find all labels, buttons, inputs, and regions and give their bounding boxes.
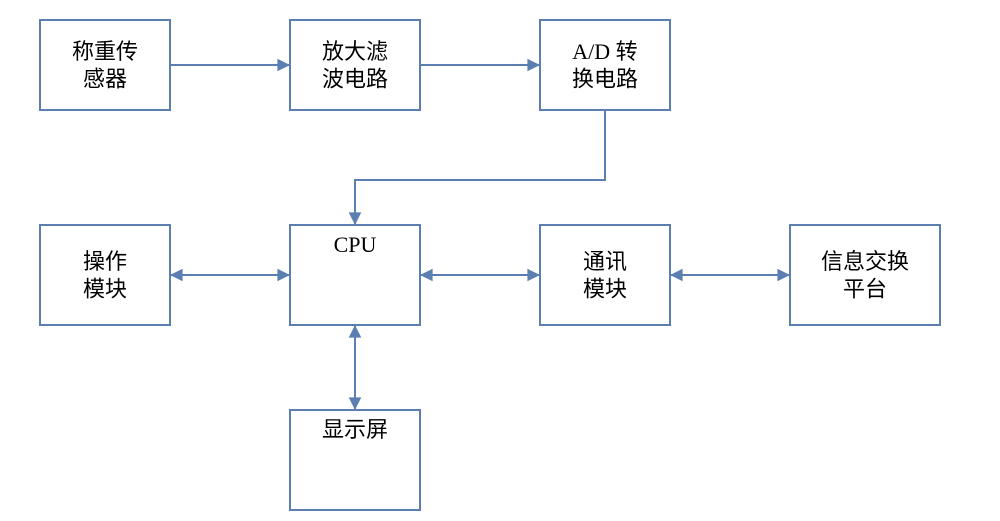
- arrowhead: [420, 269, 433, 282]
- node-box: [540, 225, 670, 325]
- arrowhead: [349, 325, 362, 338]
- edges-layer: [170, 65, 790, 410]
- nodes-layer: 称重传感器 放大滤波电路 A/D 转换电路操作模块 CPU 通讯模块 信息交换平台显示屏: [40, 20, 940, 510]
- node-label-line: 换电路: [572, 67, 638, 92]
- node-label-line: 模块: [583, 277, 627, 302]
- node-box: [40, 225, 170, 325]
- node-amp: 放大滤波电路: [290, 20, 420, 110]
- node-box: [790, 225, 940, 325]
- arrowhead: [527, 59, 540, 72]
- node-display: 显示屏: [290, 410, 420, 510]
- node-label-line: A/D 转: [572, 39, 637, 64]
- node-label-line: 模块: [83, 277, 127, 302]
- node-label-line: 波电路: [322, 67, 388, 92]
- node-label-line: 称重传: [72, 39, 138, 64]
- node-label-line: 操作: [83, 249, 127, 274]
- node-sensor: 称重传感器: [40, 20, 170, 110]
- node-label-line: 平台: [843, 277, 887, 302]
- node-label-line: 感器: [83, 67, 127, 92]
- node-box: [290, 20, 420, 110]
- node-label-line: 放大滤: [322, 39, 388, 64]
- node-label-line: 信息交换: [821, 249, 909, 274]
- node-opmod: 操作模块: [40, 225, 170, 325]
- arrowhead: [277, 269, 290, 282]
- node-label: CPU: [334, 232, 377, 257]
- arrowhead: [670, 269, 683, 282]
- arrowhead: [349, 212, 362, 225]
- arrowhead: [277, 59, 290, 72]
- block-diagram: 称重传感器 放大滤波电路 A/D 转换电路操作模块 CPU 通讯模块 信息交换平台显示屏: [0, 0, 1000, 521]
- arrowhead: [777, 269, 790, 282]
- node-label-line: 通讯: [583, 249, 627, 274]
- arrowhead: [170, 269, 183, 282]
- arrowhead: [527, 269, 540, 282]
- node-cpu: CPU: [290, 225, 420, 325]
- arrowhead: [349, 397, 362, 410]
- node-label: 显示屏: [322, 417, 388, 442]
- edge-adc-cpu: [355, 110, 605, 225]
- node-comm: 通讯模块: [540, 225, 670, 325]
- node-box: [540, 20, 670, 110]
- node-adc: A/D 转换电路: [540, 20, 670, 110]
- node-box: [40, 20, 170, 110]
- node-exchange: 信息交换平台: [790, 225, 940, 325]
